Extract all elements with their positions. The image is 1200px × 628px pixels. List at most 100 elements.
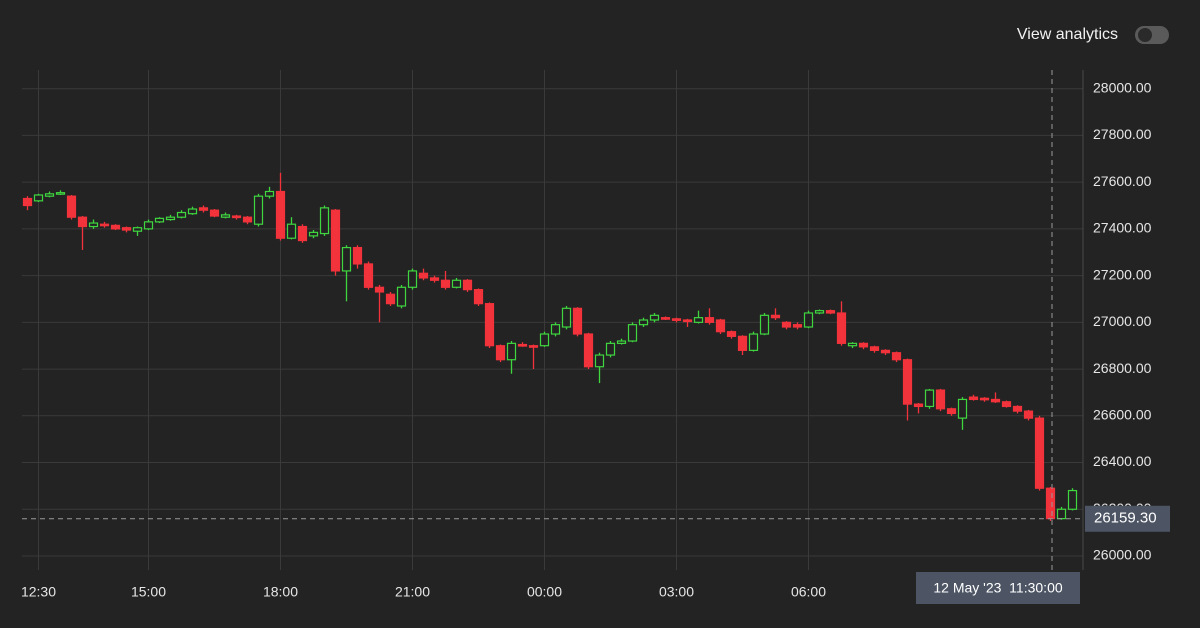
y-tick-label: 26000.00 (1093, 547, 1152, 563)
candle-body (88, 222, 99, 228)
toggle-label[interactable]: View analytics (1017, 26, 1118, 43)
candle-body (33, 194, 44, 202)
candle-body (660, 317, 671, 320)
candle-body (682, 319, 693, 323)
candle-body (803, 312, 814, 328)
candle-body (924, 389, 935, 408)
candle-body (1067, 489, 1078, 510)
candle-body (990, 398, 1001, 403)
candle-body (770, 314, 781, 319)
price-label: 26159.30 (1094, 510, 1157, 527)
candle-body (440, 279, 451, 288)
candle-body (110, 224, 121, 230)
x-tick-label: 00:00 (527, 584, 562, 600)
candle-body (242, 216, 253, 223)
candle-body (1045, 487, 1056, 520)
candle-body (913, 403, 924, 408)
candle-body (671, 318, 682, 321)
candle-body (165, 216, 176, 221)
candle-body (715, 319, 726, 333)
candle-body (638, 319, 649, 326)
candle-body (1001, 401, 1012, 408)
y-tick-label: 27600.00 (1093, 173, 1152, 189)
candle-body (198, 207, 209, 211)
candle-body (308, 231, 319, 237)
candle-body (143, 221, 154, 230)
candle-body (1034, 417, 1045, 489)
candle-body (1056, 508, 1067, 520)
candle-body (594, 354, 605, 368)
candle-body (44, 193, 55, 197)
candle-body (550, 324, 561, 335)
candle-body (407, 270, 418, 288)
candle-body (187, 208, 198, 215)
x-tick-label: 06:00 (791, 584, 826, 600)
candle-body (979, 397, 990, 401)
candle-body (484, 303, 495, 347)
y-tick-label: 27200.00 (1093, 266, 1152, 282)
candle-body (418, 272, 429, 279)
price-label-box (1085, 505, 1170, 532)
candle-body (825, 310, 836, 314)
candle-body (858, 342, 869, 348)
candle-body (935, 389, 946, 410)
candle-body (297, 225, 308, 242)
candle-body (77, 216, 88, 228)
candle-body (649, 314, 660, 321)
candle-body (55, 192, 66, 195)
candle-body (154, 217, 165, 223)
candle-body (374, 286, 385, 293)
x-tick-label: 18:00 (263, 584, 298, 600)
candle-body (429, 277, 440, 281)
candle-body (220, 214, 231, 218)
x-tick-label: 15:00 (131, 584, 166, 600)
candle-body (693, 317, 704, 323)
candle-body (132, 227, 143, 232)
candle-body (352, 246, 363, 265)
y-tick-label: 26600.00 (1093, 406, 1152, 422)
y-tick-label: 28000.00 (1093, 79, 1152, 95)
candle-body (748, 333, 759, 351)
candle-body (495, 345, 506, 361)
candle-body (253, 195, 264, 225)
candle-body (385, 293, 396, 305)
candle-body (528, 345, 539, 348)
y-tick-label: 26800.00 (1093, 360, 1152, 376)
candle-body (605, 342, 616, 356)
candle-body (121, 227, 132, 231)
candle-body (561, 307, 572, 328)
candle-body (363, 263, 374, 288)
candle-body (792, 324, 803, 328)
candle-body (968, 396, 979, 401)
candle-body (880, 349, 891, 354)
y-tick-label: 27000.00 (1093, 313, 1152, 329)
candle-body (396, 286, 407, 307)
candle-body (781, 321, 792, 328)
candle-body (1023, 410, 1034, 419)
candle-body (572, 307, 583, 335)
candle-body (704, 317, 715, 323)
candle-body (726, 331, 737, 337)
candle-body (957, 398, 968, 419)
y-tick-label: 27800.00 (1093, 126, 1152, 142)
candle-body (22, 197, 33, 207)
candle-body (847, 342, 858, 347)
candle-body (319, 207, 330, 235)
candle-body (286, 223, 297, 239)
candle-body (176, 211, 187, 218)
candle-body (869, 346, 880, 351)
candle-body (836, 312, 847, 344)
x-tick-label: 21:00 (395, 584, 430, 600)
candle-body (891, 352, 902, 361)
crosshair-time-box (916, 572, 1080, 604)
x-tick-label: 12:30 (21, 584, 56, 600)
candle-body (1012, 405, 1023, 412)
candle-body (231, 215, 242, 219)
candle-body (737, 335, 748, 351)
candle-body (451, 279, 462, 288)
candle-body (99, 223, 110, 227)
x-tick-label: 03:00 (659, 584, 694, 600)
candle-body (275, 190, 286, 239)
